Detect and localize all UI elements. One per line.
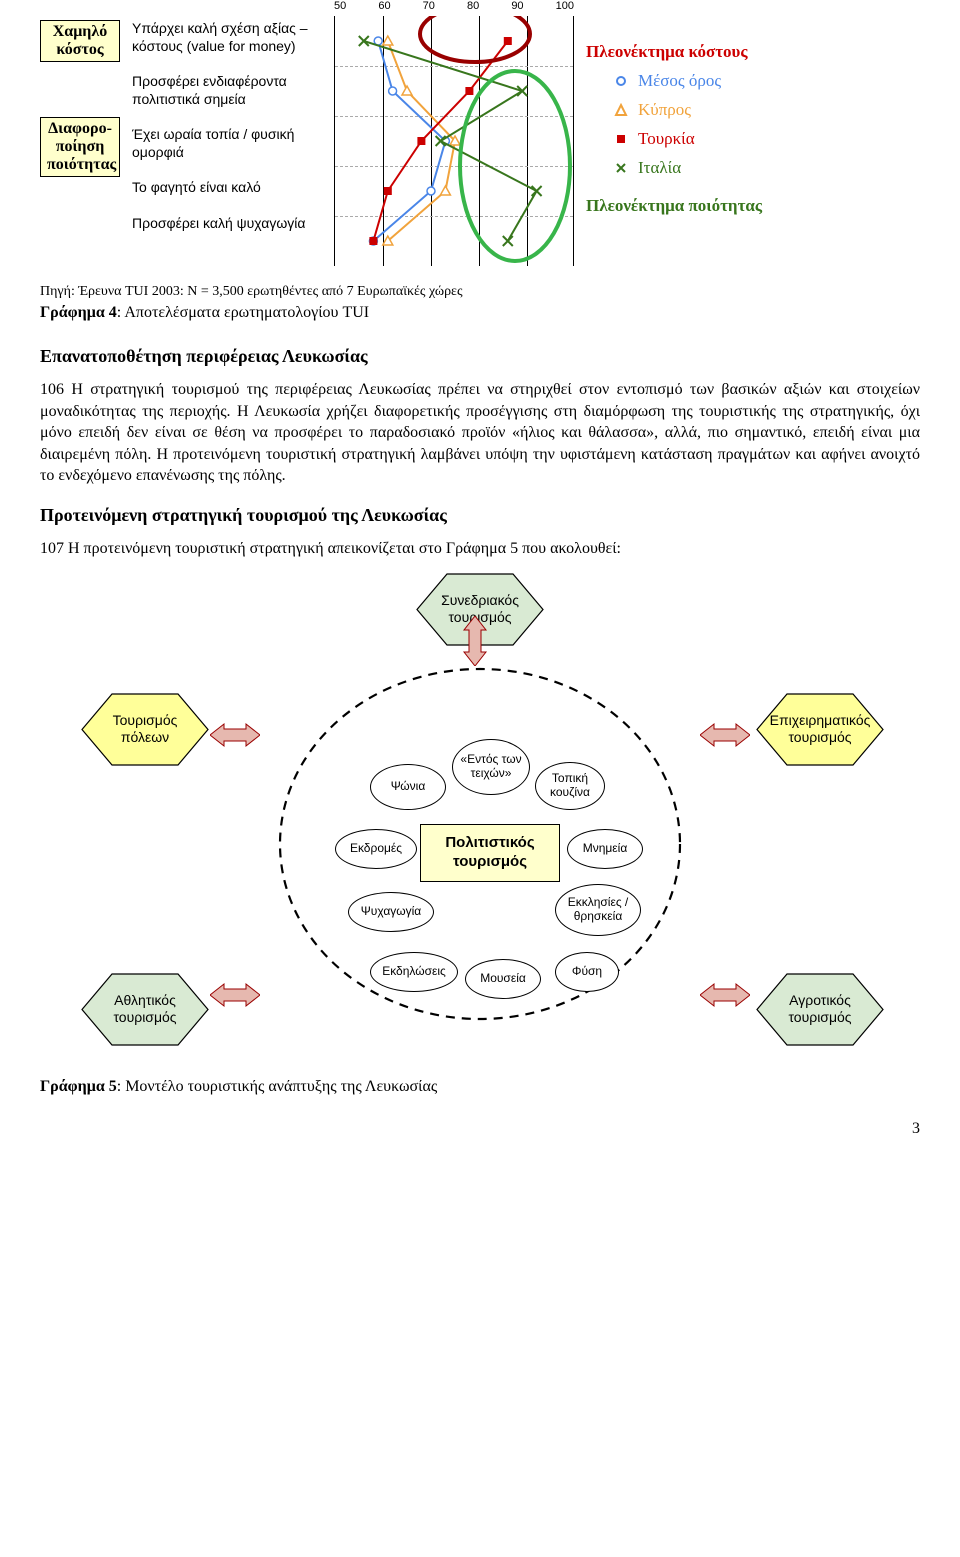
paragraph-106: 106 Η στρατηγική τουρισμού της περιφέρει… <box>40 379 920 487</box>
figure-5-text: : Μοντέλο τουριστικής ανάπτυξης της Λευκ… <box>117 1078 437 1095</box>
page-number: 3 <box>40 1120 920 1138</box>
tourism-model-diagram: Συνεδριακός τουρισμόςΤουρισμός πόλεωνΕπι… <box>40 572 920 1072</box>
section-strategy-title: Προτεινόμενη στρατηγική τουρισμού της Λε… <box>40 505 920 526</box>
figure-5-caption: Γράφημα 5: Μοντέλο τουριστικής ανάπτυξης… <box>40 1078 920 1096</box>
double-arrow-icon <box>700 982 750 1008</box>
legend-italy-label: Ιταλία <box>638 154 681 183</box>
hexagon-node: Αθλητικός τουρισμός <box>80 972 210 1047</box>
figure-4-caption: Γράφημα 4: Αποτελέσματα ερωτηματολογίου … <box>40 304 920 322</box>
legend-turkey: Τουρκία <box>586 125 816 154</box>
tui-chart-block: Χαμηλό κόστος Διαφορο-ποίηση ποιότητας Υ… <box>40 20 920 270</box>
attr-row: Έχει ωραία τοπία / φυσική ομορφιά <box>132 126 322 161</box>
legend-title-quality: Πλεονέκτημα ποιότητας <box>586 192 816 221</box>
cluster-ellipse: Φύση <box>555 952 619 992</box>
xtick: 70 <box>423 0 435 12</box>
cluster-ellipse: Ψώνια <box>370 764 446 810</box>
legend-cyprus-label: Κύπρος <box>638 96 691 125</box>
attribute-labels: Υπάρχει καλή σχέση αξίας – κόστους (valu… <box>132 20 322 250</box>
legend-title-cost: Πλεονέκτημα κόστους <box>586 38 816 67</box>
section-repositioning-title: Επανατοποθέτηση περιφέρειας Λευκωσίας <box>40 346 920 367</box>
figure-5-number: Γράφημα 5 <box>40 1078 117 1095</box>
label-low-cost: Χαμηλό κόστος <box>40 20 120 62</box>
tui-line-chart: 50 60 70 80 90 100 <box>334 0 574 270</box>
hexagon-node: Τουρισμός πόλεων <box>80 692 210 767</box>
chart-legend: Πλεονέκτημα κόστους Μέσος όρος Κύπρος Το… <box>586 38 816 221</box>
plot-area <box>334 16 574 266</box>
cluster-ellipse: «Εντός των τειχών» <box>452 739 530 795</box>
cluster-ellipse: Τοπική κουζίνα <box>535 762 605 810</box>
x-axis-ticks: 50 60 70 80 90 100 <box>334 0 574 12</box>
paragraph-107: 107 Η προτεινόμενη τουριστική στρατηγική… <box>40 538 920 560</box>
legend-turkey-label: Τουρκία <box>638 125 695 154</box>
cluster-ellipse: Εκδρομές <box>335 829 417 869</box>
attr-row: Υπάρχει καλή σχέση αξίας – κόστους (valu… <box>132 20 322 55</box>
xtick: 80 <box>467 0 479 12</box>
cluster-ellipse: Μνημεία <box>567 829 643 869</box>
legend-italy: Ιταλία <box>586 154 816 183</box>
cluster-ellipse: Ψυχαγωγία <box>348 892 434 932</box>
hexagon-node: Αγροτικός τουρισμός <box>755 972 885 1047</box>
xtick: 100 <box>556 0 574 12</box>
legend-cyprus: Κύπρος <box>586 96 816 125</box>
figure-4-text: : Αποτελέσματα ερωτηματολογίου TUI <box>117 304 369 321</box>
attr-row: Το φαγητό είναι καλό <box>132 179 322 197</box>
center-cultural-tourism: Πολιτιστικός τουρισμός <box>420 824 560 882</box>
double-arrow-icon <box>210 982 260 1008</box>
label-quality-diff: Διαφορο-ποίηση ποιότητας <box>40 117 120 177</box>
cluster-ellipse: Μουσεία <box>465 959 541 999</box>
attr-row: Προσφέρει καλή ψυχαγωγία <box>132 215 322 233</box>
attr-row: Προσφέρει ενδιαφέροντα πολιτιστικά σημεί… <box>132 73 322 108</box>
row-group-labels: Χαμηλό κόστος Διαφορο-ποίηση ποιότητας <box>40 20 120 177</box>
cluster-ellipse: Εκκλησίες / θρησκεία <box>555 884 641 936</box>
chart-source: Πηγή: Έρευνα TUI 2003: N = 3,500 ερωτηθέ… <box>40 284 920 300</box>
double-arrow-icon <box>700 722 750 748</box>
xtick: 60 <box>378 0 390 12</box>
central-cluster: Πολιτιστικός τουρισμός Ψώνια«Εντός των τε… <box>255 634 705 1024</box>
xtick: 90 <box>511 0 523 12</box>
hexagon-node: Επιχειρηματικός τουρισμός <box>755 692 885 767</box>
legend-mean-label: Μέσος όρος <box>638 67 721 96</box>
figure-4-number: Γράφημα 4 <box>40 304 117 321</box>
double-arrow-icon <box>210 722 260 748</box>
xtick: 50 <box>334 0 346 12</box>
legend-mean: Μέσος όρος <box>586 67 816 96</box>
cluster-ellipse: Εκδηλώσεις <box>370 952 458 992</box>
